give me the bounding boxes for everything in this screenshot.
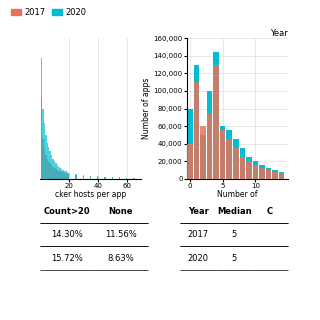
Bar xyxy=(227,139,232,179)
Bar xyxy=(104,177,106,179)
Bar xyxy=(194,65,199,179)
Bar xyxy=(97,176,99,179)
Bar xyxy=(49,163,51,179)
Bar xyxy=(126,178,127,179)
Bar xyxy=(65,171,67,179)
Bar xyxy=(259,168,265,179)
Bar xyxy=(60,171,61,179)
Bar xyxy=(83,176,84,179)
Bar xyxy=(64,172,65,179)
Bar xyxy=(44,148,45,179)
Bar xyxy=(65,173,67,179)
Bar xyxy=(119,178,120,179)
Bar xyxy=(49,151,51,179)
Bar xyxy=(272,172,278,179)
Bar xyxy=(252,165,258,179)
Bar xyxy=(97,177,99,179)
Bar xyxy=(252,161,258,179)
Bar xyxy=(67,172,68,179)
Bar xyxy=(76,174,77,179)
Bar xyxy=(68,174,70,179)
Bar xyxy=(76,175,77,179)
Bar xyxy=(42,108,44,179)
Bar xyxy=(233,148,238,179)
Bar xyxy=(259,165,265,179)
Bar xyxy=(133,178,135,179)
Bar xyxy=(44,123,45,179)
Bar xyxy=(57,164,58,179)
Bar xyxy=(45,134,46,179)
Bar xyxy=(279,172,284,179)
Bar xyxy=(57,170,58,179)
Bar xyxy=(55,163,57,179)
Bar xyxy=(58,171,60,179)
Bar xyxy=(46,143,48,179)
Bar xyxy=(213,52,219,179)
Text: Year: Year xyxy=(270,28,288,38)
X-axis label: Number of: Number of xyxy=(217,190,258,199)
Bar xyxy=(266,168,271,179)
Bar xyxy=(239,148,245,179)
Bar xyxy=(227,131,232,179)
Bar xyxy=(46,159,48,179)
Bar xyxy=(239,157,245,179)
Bar xyxy=(48,161,49,179)
Bar xyxy=(112,177,113,179)
Bar xyxy=(62,170,64,179)
Bar xyxy=(67,174,68,179)
Bar xyxy=(55,169,57,179)
Bar xyxy=(51,155,52,179)
Bar xyxy=(246,161,252,179)
Bar xyxy=(62,172,64,179)
Bar xyxy=(45,155,46,179)
Bar xyxy=(68,172,70,179)
Y-axis label: Number of apps: Number of apps xyxy=(141,78,151,139)
Bar xyxy=(112,177,113,179)
Bar xyxy=(279,173,284,179)
Bar xyxy=(51,164,52,179)
X-axis label: cker hosts per app: cker hosts per app xyxy=(55,190,126,199)
Bar xyxy=(220,131,226,179)
Bar xyxy=(64,171,65,179)
Bar xyxy=(58,167,60,179)
Bar xyxy=(54,168,55,179)
Bar xyxy=(52,159,54,179)
Bar xyxy=(41,59,42,179)
Bar xyxy=(233,139,238,179)
Bar xyxy=(90,176,91,179)
Bar xyxy=(133,178,135,179)
Bar xyxy=(119,177,120,179)
Bar xyxy=(83,175,84,179)
Bar xyxy=(42,139,44,179)
Bar xyxy=(272,170,278,179)
Bar xyxy=(246,157,252,179)
Bar xyxy=(90,176,91,179)
Bar xyxy=(52,167,54,179)
Bar xyxy=(213,65,219,179)
Bar xyxy=(187,108,193,179)
Bar xyxy=(187,144,193,179)
Bar xyxy=(194,82,199,179)
Bar xyxy=(48,147,49,179)
Bar xyxy=(104,177,106,179)
Bar xyxy=(220,126,226,179)
Bar xyxy=(207,91,212,179)
Legend: 2017, 2020: 2017, 2020 xyxy=(7,4,90,20)
Bar xyxy=(266,170,271,179)
Bar xyxy=(200,126,206,179)
Bar xyxy=(60,168,61,179)
Bar xyxy=(41,99,42,179)
Bar xyxy=(126,178,127,179)
Bar xyxy=(207,113,212,179)
Bar xyxy=(200,135,206,179)
Bar xyxy=(61,172,62,179)
Bar xyxy=(54,161,55,179)
Bar xyxy=(61,169,62,179)
